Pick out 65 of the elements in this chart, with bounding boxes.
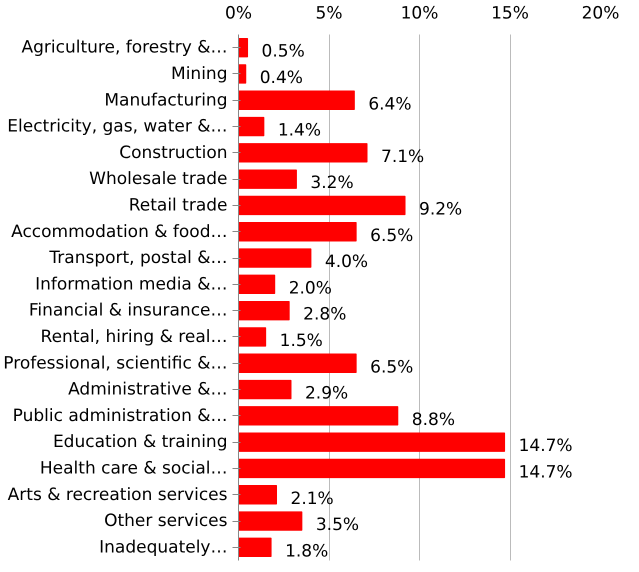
bar — [238, 196, 406, 216]
y-tick-label: Construction — [119, 142, 228, 163]
y-tick-label: Public administration &… — [12, 406, 228, 426]
y-tick-label: Agriculture, forestry &… — [22, 38, 228, 58]
y-tick-label: Retail trade — [128, 195, 228, 216]
y-tick-label: Administrative &… — [68, 380, 228, 400]
y-tick-label: Inadequately… — [99, 537, 228, 558]
y-tick-label: Accommodation & food… — [11, 222, 228, 242]
data-label: 2.0% — [288, 278, 332, 298]
bar — [238, 38, 248, 58]
data-label: 6.5% — [370, 226, 414, 246]
y-tick-label: Health care & social… — [40, 458, 228, 478]
y-tick-label: Mining — [171, 64, 228, 84]
data-label: 7.1% — [381, 146, 424, 167]
bar — [238, 485, 278, 504]
bar — [238, 143, 368, 163]
bar — [238, 90, 355, 110]
bar — [238, 511, 302, 531]
data-label: 4.0% — [324, 252, 368, 272]
y-tick-label: Electricity, gas, water &… — [7, 116, 228, 137]
y-tick-label: Arts & recreation services — [8, 484, 228, 505]
bar — [238, 380, 292, 400]
data-label: 14.7% — [518, 436, 573, 456]
x-tick-label: 0% — [225, 4, 252, 24]
data-label: 1.4% — [278, 120, 322, 141]
bar — [238, 222, 357, 242]
y-tick-label: Wholesale trade — [89, 169, 228, 190]
bar — [238, 248, 312, 268]
data-label: 2.9% — [304, 384, 348, 404]
data-label: 0.4% — [260, 68, 303, 88]
data-label: 6.4% — [368, 94, 412, 114]
bar — [238, 538, 272, 558]
y-tick-label: Information media &… — [35, 274, 228, 294]
data-label: 0.5% — [262, 42, 305, 62]
y-tick-label: Financial & insurance… — [28, 300, 228, 321]
data-label: 2.1% — [290, 488, 334, 509]
y-tick-label: Manufacturing — [104, 90, 228, 110]
data-label: 3.2% — [310, 173, 354, 194]
bar — [238, 406, 398, 426]
data-label: 2.8% — [303, 304, 346, 325]
bar — [238, 116, 264, 136]
data-label: 6.5% — [370, 357, 414, 378]
bar — [238, 354, 357, 373]
bar — [238, 64, 246, 84]
x-tick-label: 10% — [400, 4, 438, 24]
data-label: 1.8% — [285, 541, 328, 562]
data-label: 9.2% — [419, 199, 462, 220]
bar — [238, 432, 506, 452]
bar — [238, 327, 266, 347]
bar — [238, 300, 290, 320]
bar — [238, 274, 276, 294]
y-tick-label: Rental, hiring & real… — [40, 326, 228, 347]
data-label: 1.5% — [280, 330, 323, 351]
x-tick-label: 15% — [491, 4, 529, 24]
y-tick-label: Transport, postal &… — [48, 248, 228, 268]
y-tick-label: Education & training — [52, 432, 228, 452]
x-tick-label: 5% — [316, 4, 342, 24]
data-label: 8.8% — [412, 410, 455, 430]
bar — [238, 458, 506, 478]
data-label: 14.7% — [518, 462, 573, 482]
y-tick-label: Other services — [104, 511, 228, 532]
y-tick-label: Professional, scientific &… — [3, 353, 228, 374]
x-tick-label: 20% — [582, 4, 620, 24]
bar — [238, 169, 297, 189]
data-label: 3.5% — [316, 515, 360, 536]
